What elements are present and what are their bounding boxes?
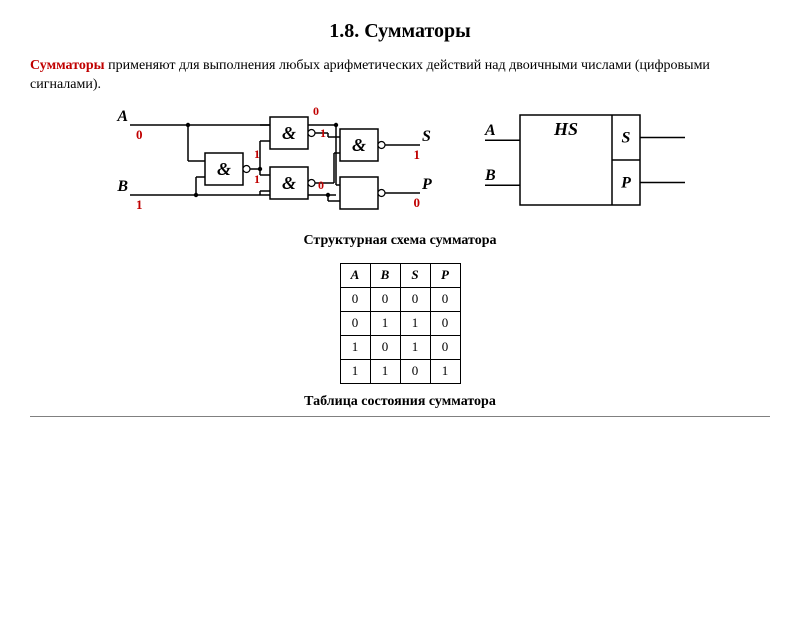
table-header: S (400, 263, 430, 287)
svg-text:HS: HS (553, 119, 578, 139)
table-cell: 0 (370, 335, 400, 359)
svg-text:&: & (217, 159, 231, 179)
truth-table: ABSP 0000011010101101 (340, 263, 461, 384)
table-caption: Таблица состояния сумматора (0, 394, 800, 410)
table-header: P (430, 263, 460, 287)
svg-text:1: 1 (136, 197, 143, 212)
svg-text:1: 1 (254, 172, 260, 186)
svg-text:0: 0 (318, 178, 324, 192)
table-cell: 0 (430, 287, 460, 311)
svg-text:P: P (421, 176, 432, 193)
page-title: 1.8. Сумматоры (0, 20, 800, 43)
svg-text:P: P (620, 174, 631, 191)
svg-text:S: S (622, 129, 631, 146)
svg-text:A: A (116, 108, 128, 125)
table-cell: 1 (430, 359, 460, 383)
svg-text:1: 1 (414, 147, 421, 162)
diagrams-row: A0B1&&&&S1P001110 HSABSP (0, 105, 800, 225)
intro-lead: Сумматоры (30, 58, 105, 73)
circuit-diagram: A0B1&&&&S1P001110 (110, 105, 440, 225)
intro-paragraph: Сумматоры применяют для выполнения любых… (30, 57, 770, 95)
svg-text:A: A (484, 122, 496, 139)
table-cell: 0 (430, 311, 460, 335)
table-cell: 1 (340, 335, 370, 359)
table-row: 0000 (340, 287, 460, 311)
table-cell: 0 (340, 311, 370, 335)
table-cell: 0 (400, 287, 430, 311)
table-header: A (340, 263, 370, 287)
table-row: 1010 (340, 335, 460, 359)
table-cell: 1 (340, 359, 370, 383)
divider (30, 416, 770, 417)
table-header: B (370, 263, 400, 287)
svg-text:1: 1 (254, 147, 260, 161)
block-symbol: HS A B S P (480, 105, 690, 225)
table-cell: 0 (430, 335, 460, 359)
svg-text:1: 1 (320, 126, 326, 140)
svg-text:0: 0 (136, 127, 143, 142)
svg-text:&: & (282, 173, 296, 193)
diagram-caption: Структурная схема сумматора (0, 233, 800, 249)
svg-text:B: B (116, 178, 128, 195)
table-cell: 1 (400, 335, 430, 359)
svg-text:0: 0 (414, 195, 421, 210)
table-cell: 0 (370, 287, 400, 311)
table-cell: 0 (340, 287, 370, 311)
table-cell: 1 (370, 359, 400, 383)
svg-text:&: & (282, 123, 296, 143)
svg-text:B: B (484, 167, 496, 184)
table-row: 1101 (340, 359, 460, 383)
svg-text:&: & (352, 135, 366, 155)
intro-text: применяют для выполнения любых арифметич… (30, 58, 710, 92)
svg-text:0: 0 (313, 105, 319, 118)
table-cell: 1 (370, 311, 400, 335)
table-row: 0110 (340, 311, 460, 335)
svg-text:S: S (422, 128, 431, 145)
table-cell: 1 (400, 311, 430, 335)
table-cell: 0 (400, 359, 430, 383)
